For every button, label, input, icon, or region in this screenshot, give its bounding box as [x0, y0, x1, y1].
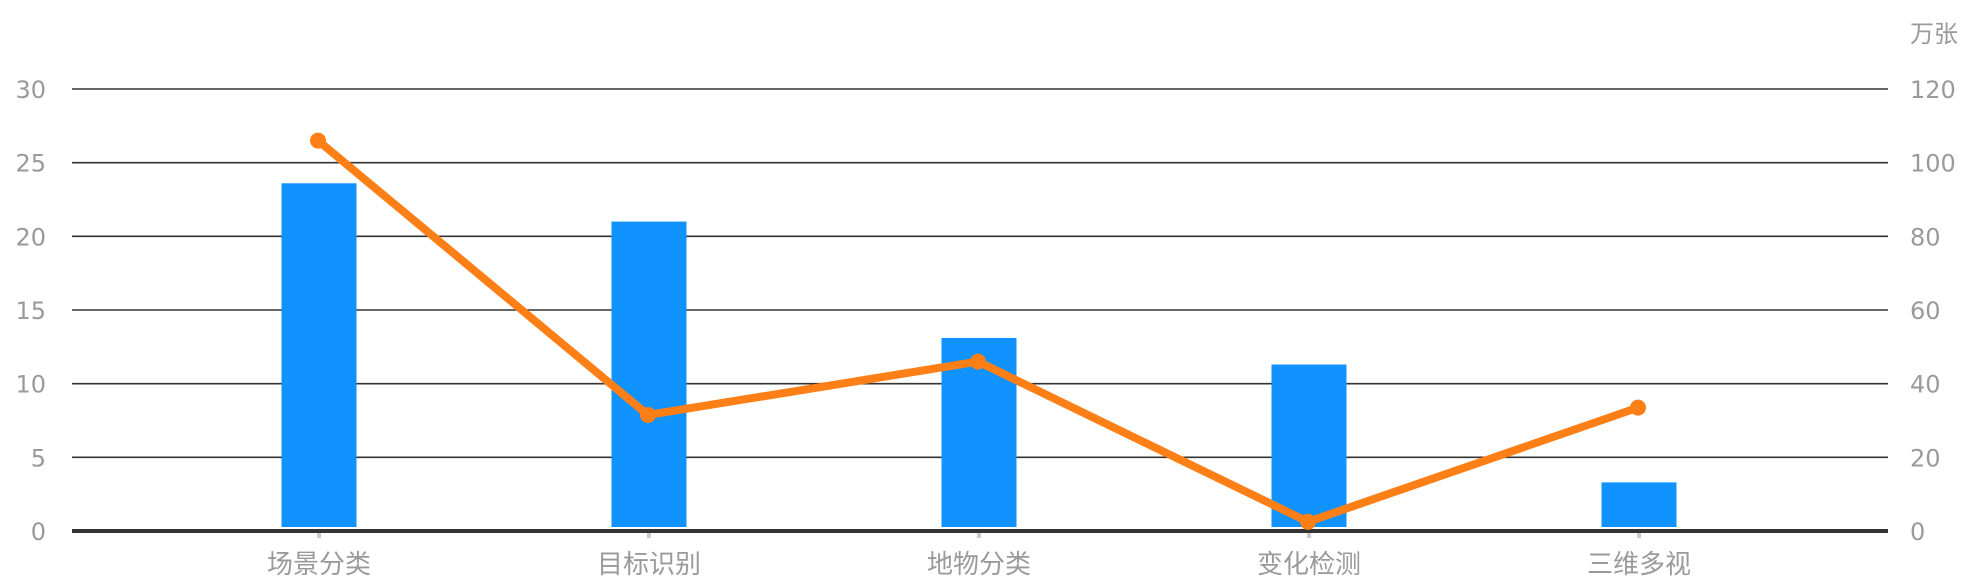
line-point [310, 132, 326, 149]
line-point [1300, 513, 1316, 530]
right-tick-label: 80 [1910, 223, 1941, 251]
right-tick-label: 40 [1910, 371, 1941, 399]
line-series [310, 132, 1646, 530]
line-point [970, 353, 986, 370]
bar-series [281, 183, 1677, 527]
right-tick-label: 60 [1910, 297, 1941, 325]
left-tick-label: 15 [15, 297, 46, 325]
right-axis-unit: 万张 [1910, 20, 1958, 48]
left-tick-label: 30 [15, 76, 46, 104]
right-tick-label: 100 [1910, 150, 1956, 178]
gridlines [72, 88, 1888, 459]
left-tick-label: 25 [15, 150, 46, 178]
right-tick-label: 0 [1910, 518, 1925, 546]
category-label: 变化检测 [1257, 550, 1361, 580]
category-label: 目标识别 [597, 550, 701, 580]
right-tick-label: 120 [1910, 76, 1956, 104]
category-label: 三维多视 [1587, 550, 1691, 580]
right-tick-label: 20 [1910, 444, 1941, 472]
bar [1601, 482, 1677, 527]
left-tick-label: 0 [31, 518, 46, 546]
bar [611, 221, 687, 527]
category-labels: 场景分类 目标识别 地物分类 变化检测 三维多视 [267, 550, 1691, 580]
bar [1271, 364, 1347, 527]
category-label: 场景分类 [267, 550, 371, 580]
left-tick-label: 5 [31, 444, 46, 472]
line-point [1630, 399, 1646, 416]
category-label: 地物分类 [927, 550, 1031, 580]
line-point [640, 406, 656, 423]
left-axis-ticks: 0 5 10 15 20 25 30 [15, 76, 46, 546]
right-axis-ticks: 0 20 40 60 80 100 120 [1910, 76, 1956, 546]
x-axis [72, 529, 1888, 538]
left-tick-label: 10 [15, 371, 46, 399]
left-tick-label: 20 [15, 223, 46, 251]
bar [281, 183, 357, 527]
